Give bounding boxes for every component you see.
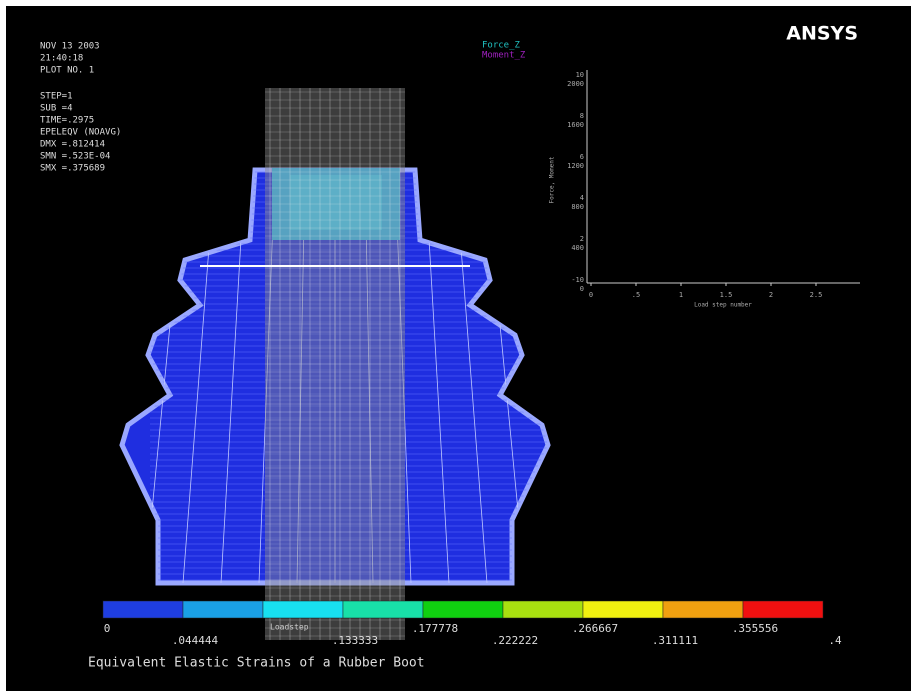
legend-label: .044444 (172, 634, 219, 647)
legend-swatch (262, 600, 344, 619)
x-tick-label: 0 (589, 291, 593, 299)
x-label: Load step number (694, 302, 752, 309)
legend-label: 0 (104, 622, 111, 635)
solution-line: DMX =.812414 (40, 140, 105, 150)
x-tick-label: 1 (679, 291, 683, 299)
x-tick-label: 1.5 (720, 291, 733, 299)
solution-line: EPELEQV (NOAVG) (40, 128, 121, 138)
info-line: NOV 13 2003 (40, 42, 100, 52)
legend-label: .177778 (412, 622, 458, 635)
y-tick-outer: 4 (580, 194, 584, 202)
legend-swatch (182, 600, 264, 619)
legend-label: .311111 (652, 634, 698, 647)
legend-label: .133333 (332, 634, 378, 647)
y-tick-outer: 8 (580, 112, 584, 120)
y-tick-inner: 1600 (567, 121, 584, 129)
legend-label: .4 (828, 634, 842, 647)
legend-label: .266667 (572, 622, 618, 635)
legend-swatch (502, 600, 584, 619)
y-tick-outer: -10 (571, 276, 584, 284)
legend-overlay: Loadstep (270, 623, 309, 632)
y-tick-inner: 2000 (567, 80, 584, 88)
y-tick-outer: 2 (580, 235, 584, 243)
legend-swatch (102, 600, 184, 619)
x-tick-label: 2 (769, 291, 773, 299)
model (119, 88, 551, 640)
y-tick-inner: 400 (571, 244, 584, 252)
logo: ANSYS (786, 23, 858, 45)
y-tick-outer: 6 (580, 153, 584, 161)
strain-core (290, 175, 382, 230)
legend-swatch (342, 600, 424, 619)
inset-legend: Force_Z (482, 41, 521, 51)
inset-legend: Moment_Z (482, 51, 526, 61)
y-tick-inner: 800 (571, 203, 584, 211)
solution-line: SMN =.523E-04 (40, 152, 110, 162)
x-tick-label: 2.5 (810, 291, 823, 299)
y-tick-inner: 1200 (567, 162, 584, 170)
x-tick-label: .5 (632, 291, 640, 299)
solution-line: SMX =.375689 (40, 164, 105, 174)
y-tick-outer: 10 (576, 71, 584, 79)
solution-line: STEP=1 (40, 92, 73, 102)
solution-line: TIME=.2975 (40, 116, 94, 126)
solution-line: SUB =4 (40, 104, 73, 114)
y-label: Force, Moment (549, 156, 556, 203)
y-tick-inner: 0 (580, 285, 584, 293)
legend-swatch (662, 600, 744, 619)
caption: Equivalent Elastic Strains of a Rubber B… (88, 656, 425, 671)
legend-swatch (582, 600, 664, 619)
legend-label: .222222 (492, 634, 538, 647)
info-line: PLOT NO. 1 (40, 66, 94, 76)
legend-swatch (422, 600, 504, 619)
info-line: 21:40:18 (40, 54, 83, 64)
legend-swatch (742, 600, 824, 619)
legend-label: .355556 (732, 622, 778, 635)
